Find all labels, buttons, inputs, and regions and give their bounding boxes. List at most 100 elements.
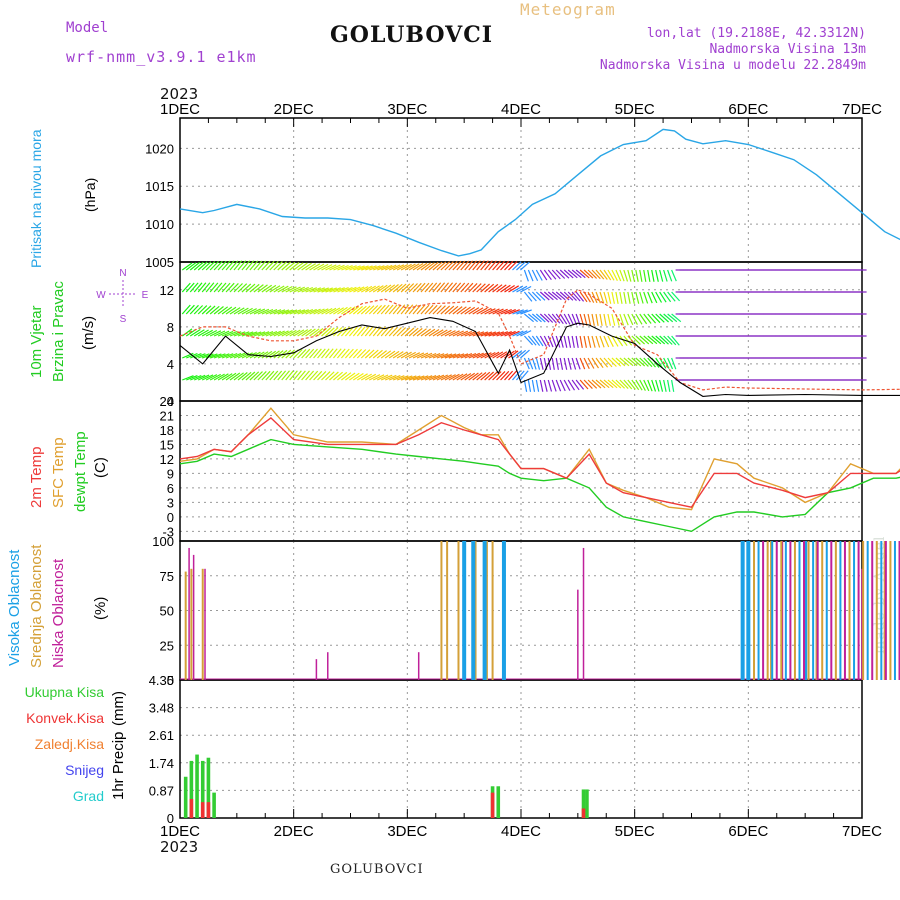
wind-barb [301, 348, 311, 359]
wind-barb [193, 353, 206, 359]
legend-hail: Grad [72, 788, 104, 804]
mid-cloud-bar [201, 568, 204, 680]
wind-barb [440, 329, 452, 337]
wind-barb [460, 353, 473, 359]
wind-barb [627, 357, 638, 367]
wind-barb [404, 351, 416, 359]
wind-barb [372, 349, 383, 359]
wind-barb [527, 335, 537, 346]
wind-barb [253, 331, 266, 337]
wind-barb [667, 357, 674, 370]
wind-barb [571, 269, 582, 279]
wind-barb [289, 329, 301, 337]
wind-barb [217, 282, 227, 293]
wind-barb [480, 283, 490, 293]
wind-barb [352, 326, 362, 337]
wind-barb [436, 374, 449, 381]
y-tick-label: -3 [162, 524, 174, 539]
wind-barb [460, 372, 472, 381]
wind-barb [496, 308, 508, 315]
wind-barb [655, 379, 660, 392]
wind-barb [197, 374, 210, 381]
wind-barb [531, 291, 542, 302]
wind-barb [651, 335, 662, 345]
wind-barb [301, 262, 312, 271]
wind-barb [663, 357, 670, 369]
wind-barb [186, 352, 198, 359]
wind-barb [257, 331, 270, 337]
low-cloud-bar [861, 568, 863, 680]
wind-barb [281, 309, 294, 315]
low-cloud-bar [417, 652, 420, 680]
wind-barb [655, 291, 663, 303]
wind-barb [448, 373, 460, 381]
wind-barb [217, 373, 229, 381]
wind-barb [623, 335, 633, 346]
wind-barb [388, 264, 401, 271]
wind-barb [293, 262, 304, 271]
wind-barb [333, 307, 345, 315]
wind-barb [353, 286, 365, 293]
wind-barb [607, 291, 612, 304]
wind-barb [420, 375, 433, 381]
wind-barb [579, 335, 583, 348]
wind-barb [189, 261, 200, 271]
wind-barb [444, 261, 454, 271]
wind-barb [464, 282, 474, 293]
wind-barb [360, 305, 371, 315]
x-tick-label-bottom: 7DEC [842, 823, 882, 840]
wind-barb [349, 286, 361, 293]
wind-barb [651, 269, 655, 282]
wind-barb [635, 313, 643, 325]
wind-barb [575, 269, 586, 279]
wind-barb [460, 330, 473, 337]
low-cloud-bar [327, 652, 329, 680]
wind-barb [297, 329, 309, 337]
wind-barb [488, 283, 499, 293]
wind-gust-line [179, 289, 900, 391]
wind-barb [205, 305, 216, 315]
wind-barb [225, 282, 235, 293]
wind-barb [265, 309, 278, 315]
high-cloud-bar [866, 541, 869, 680]
y-tick-label: 0 [167, 510, 174, 525]
wind-barb [213, 306, 224, 315]
panel-frame [179, 679, 863, 819]
wind-barb [380, 326, 390, 337]
wind-barb [325, 327, 335, 337]
wind-barb [225, 352, 238, 359]
wind-barb [563, 357, 568, 370]
wind-barb [603, 335, 610, 348]
wind-barb [468, 372, 479, 381]
wind-barb [277, 370, 287, 381]
wind-barb [647, 313, 657, 324]
footer-station: GOLUBOVCI [330, 862, 424, 877]
wind-barb [253, 308, 266, 315]
wind-barb [424, 375, 437, 381]
wind-barb [587, 269, 598, 279]
wind-barb [623, 379, 633, 390]
wind-barb [643, 357, 653, 368]
wind-barb [611, 313, 616, 326]
mid-cloud-bar [883, 541, 886, 680]
wind-barb [500, 284, 511, 293]
wind-barb [464, 306, 476, 315]
wind-barb [643, 291, 649, 304]
wind-barb [452, 353, 465, 359]
wind-barb [543, 269, 552, 281]
wind-barb [607, 357, 617, 367]
wind-barb [440, 305, 451, 315]
wind-barb [619, 357, 630, 367]
wind-barb [245, 260, 255, 271]
wind-barb [269, 330, 282, 337]
wind-barb [603, 313, 607, 326]
wind-barb [444, 305, 455, 315]
wind-barb [273, 330, 285, 337]
wind-barb [317, 287, 330, 293]
wind-barb [472, 307, 484, 315]
wind-barb [559, 379, 566, 392]
wind-barb [543, 313, 554, 323]
wind-barb [567, 313, 574, 326]
high-cloud-bar [853, 541, 856, 680]
compass-label: N [119, 268, 126, 279]
